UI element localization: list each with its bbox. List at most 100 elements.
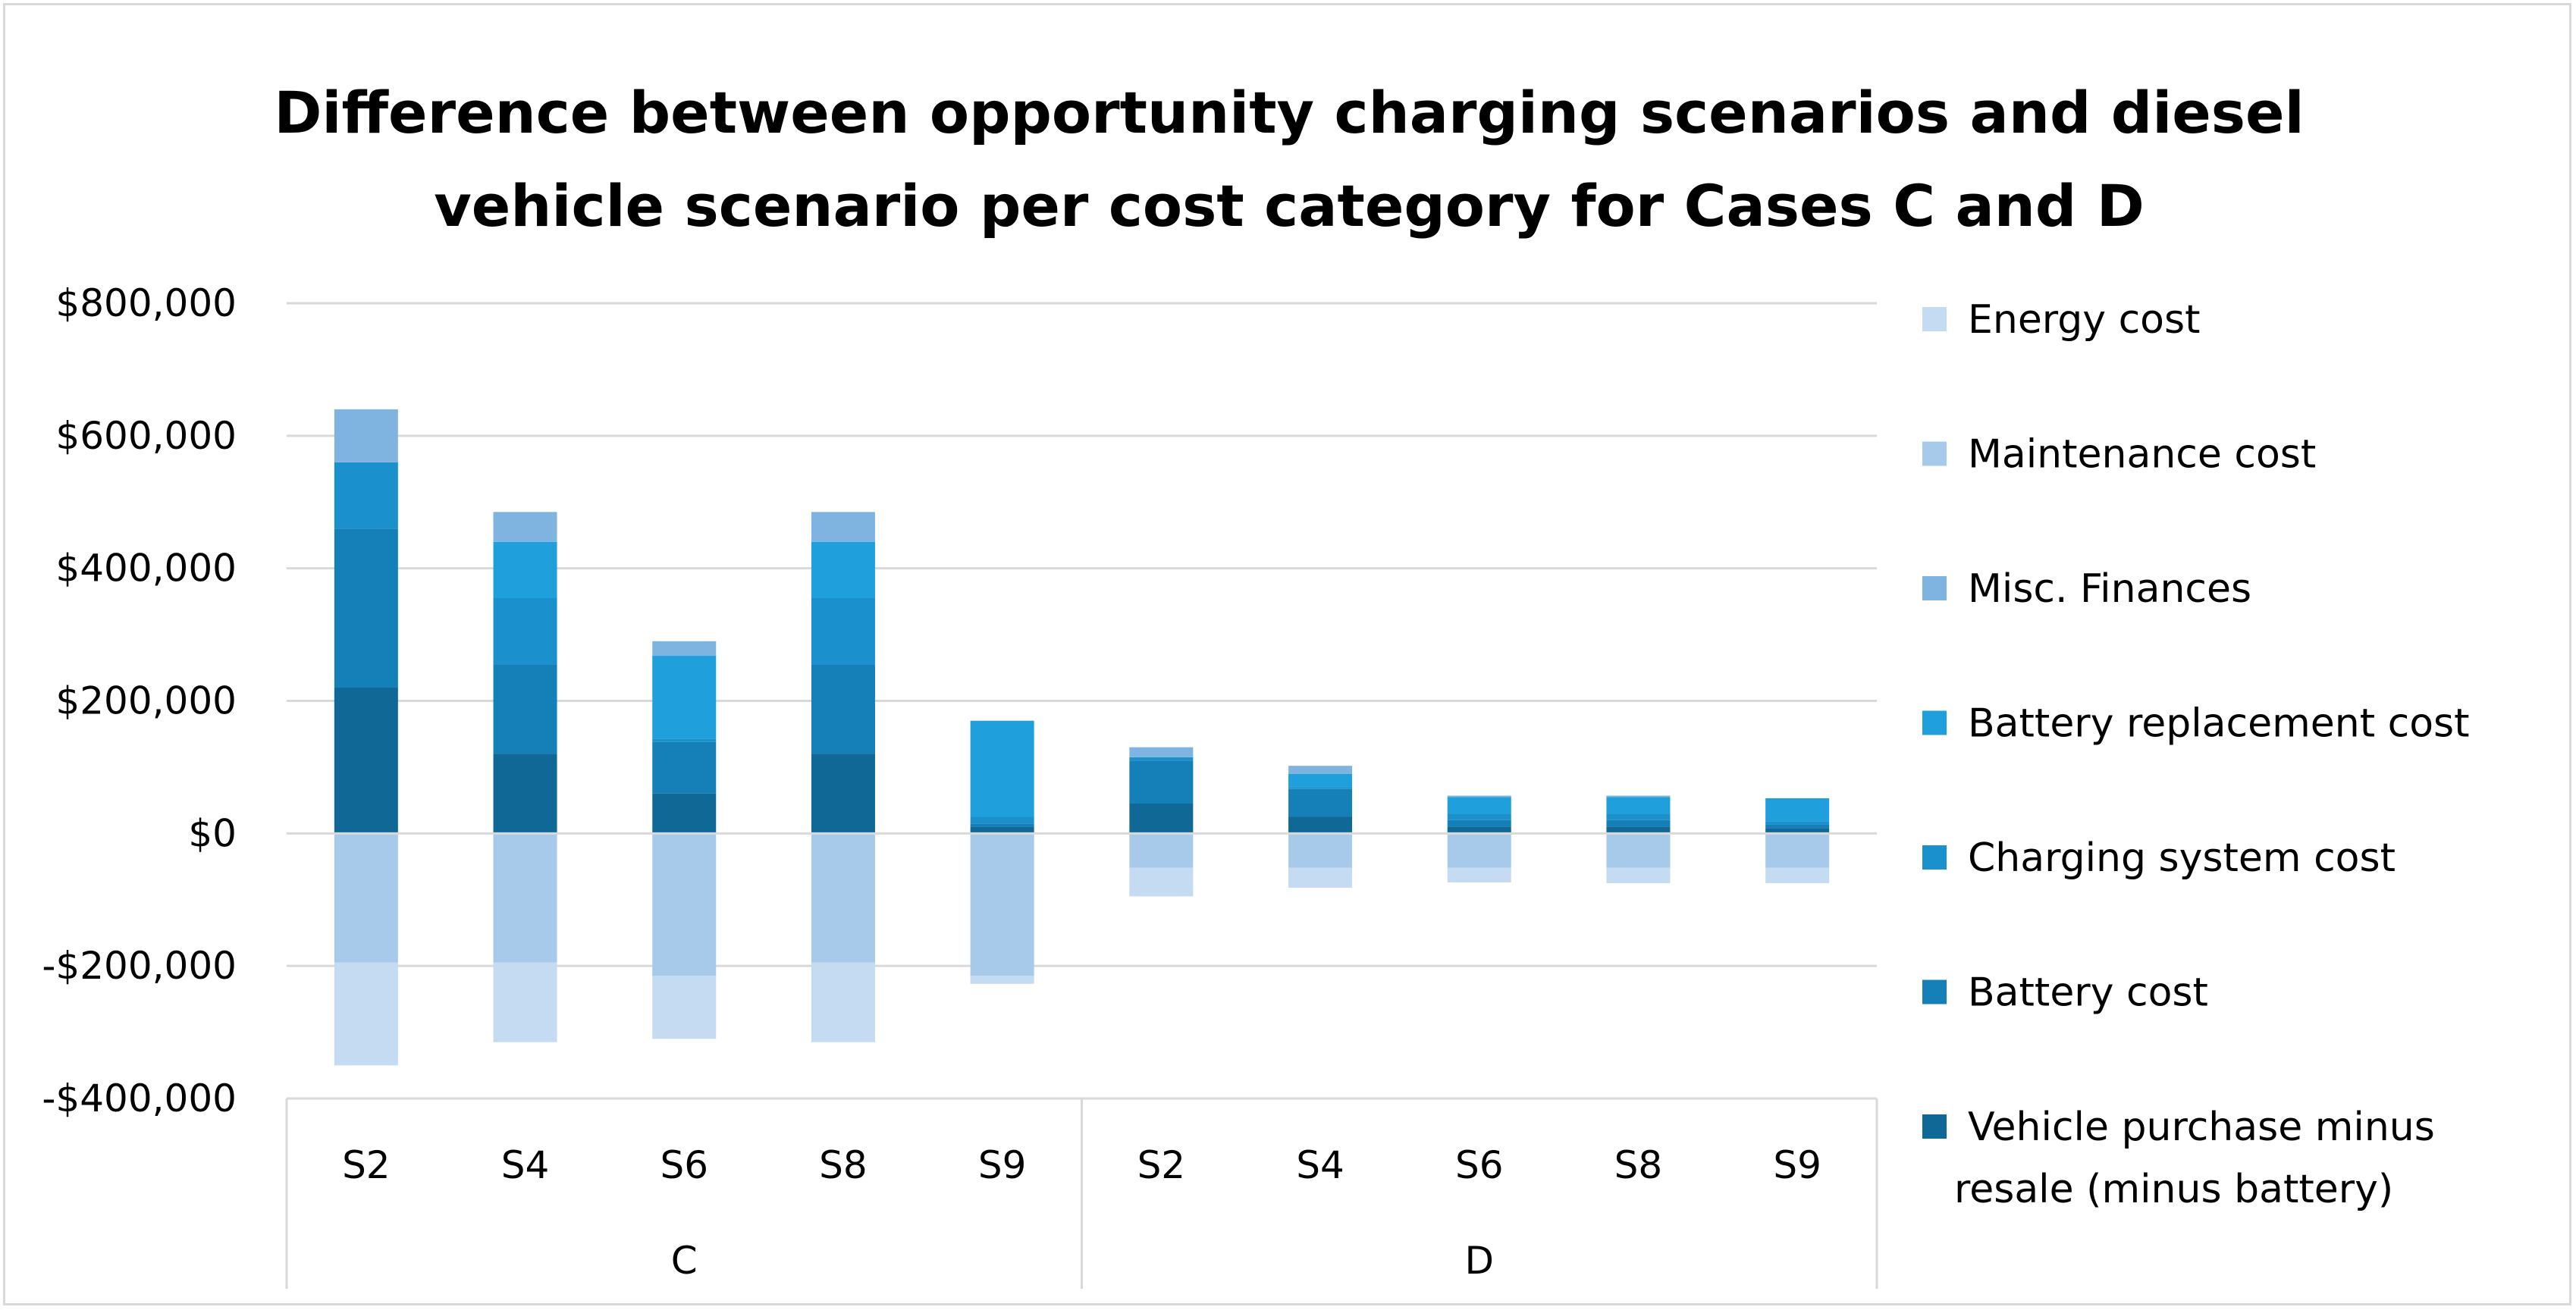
bar-segment xyxy=(334,528,398,688)
bar-segment xyxy=(1288,816,1353,834)
bar-segment xyxy=(1129,803,1194,834)
x-tick-label: S8 xyxy=(1614,1143,1663,1187)
bar-segment xyxy=(1129,747,1194,757)
chart-frame xyxy=(3,3,2571,1305)
legend-label: Battery replacement cost xyxy=(1968,701,2470,747)
bar-segment xyxy=(1288,867,1353,888)
bar-segment xyxy=(1606,813,1671,820)
legend-label: Vehicle purchase minus xyxy=(1968,1105,2435,1150)
bar-segment xyxy=(970,826,1034,834)
bar-segment xyxy=(811,598,875,665)
bar-segment xyxy=(1765,798,1830,822)
bar-segment xyxy=(1288,833,1353,868)
legend-swatch xyxy=(1922,576,1947,600)
bar-segment xyxy=(1129,867,1194,897)
legend-swatch xyxy=(1922,979,1947,1004)
y-tick-label: $200,000 xyxy=(55,679,237,723)
bar-segment xyxy=(1129,833,1194,868)
legend: Energy cost Maintenance cost Misc. Finance… xyxy=(1922,297,2470,1212)
bar-segment xyxy=(1288,787,1353,789)
bar-segment xyxy=(970,976,1034,984)
bar-segment xyxy=(334,962,398,1066)
bar-segment xyxy=(1606,833,1671,868)
bar-segment xyxy=(970,833,1034,976)
bar-segment xyxy=(1288,773,1353,788)
bar-segment xyxy=(1447,826,1511,834)
bar-segment xyxy=(970,816,1034,824)
x-tick-label: S9 xyxy=(978,1143,1027,1187)
bars xyxy=(334,409,1830,1066)
bar-segment xyxy=(1288,788,1353,817)
bar-segment xyxy=(334,688,398,834)
bar-segment xyxy=(652,738,717,742)
bar-segment xyxy=(1606,826,1671,834)
legend-swatch xyxy=(1922,710,1947,735)
bar-segment xyxy=(652,833,717,976)
legend-swatch xyxy=(1922,1114,1947,1139)
x-tick-label: S2 xyxy=(342,1143,391,1187)
bar-segment xyxy=(1606,820,1671,827)
legend-label: resale (minus battery) xyxy=(1954,1167,2393,1212)
bar-segment xyxy=(493,512,557,542)
bar-segment xyxy=(811,664,875,754)
x-group-label: D xyxy=(1464,1239,1494,1283)
bar-segment xyxy=(1447,833,1511,868)
x-group-label: C xyxy=(671,1239,698,1283)
x-tick-label: S4 xyxy=(1296,1143,1344,1187)
legend-label: Misc. Finances xyxy=(1968,566,2251,612)
y-tick-label: -$200,000 xyxy=(42,944,237,988)
bar-segment xyxy=(652,656,717,739)
bar-segment xyxy=(652,641,717,657)
legend-swatch xyxy=(1922,307,1947,331)
x-tick-label: S2 xyxy=(1137,1143,1186,1187)
bar-segment xyxy=(493,754,557,834)
bar-segment xyxy=(493,962,557,1042)
bar-segment xyxy=(334,409,398,462)
bar-segment xyxy=(1606,795,1671,798)
bar-segment xyxy=(493,833,557,963)
bar-segment xyxy=(652,793,717,834)
y-tick-label: $800,000 xyxy=(55,281,237,325)
y-tick-label: $0 xyxy=(188,811,237,855)
bar-segment xyxy=(334,462,398,529)
legend-label: Battery cost xyxy=(1968,970,2208,1016)
bar-segment xyxy=(1765,867,1830,883)
legend-label: Charging system cost xyxy=(1968,835,2396,881)
bar-segment xyxy=(1447,797,1511,814)
x-axis: S2 S4 S6 S8 S9 C S2 S4 S6 S8 S9 D xyxy=(285,1098,1878,1289)
bar-segment xyxy=(1129,757,1194,761)
legend-swatch xyxy=(1922,441,1947,466)
y-axis: $800,000 $600,000 $400,000 $200,000 $0 -$200,… xyxy=(42,281,237,1120)
bar-segment xyxy=(1447,813,1511,820)
legend-label: Maintenance cost xyxy=(1968,432,2316,478)
y-tick-label: $600,000 xyxy=(55,414,237,458)
x-tick-label: S4 xyxy=(501,1143,550,1187)
bar-segment xyxy=(1447,795,1511,798)
legend-label: Energy cost xyxy=(1968,297,2200,343)
bar-segment xyxy=(811,512,875,542)
bar-segment xyxy=(493,598,557,665)
bar-segment xyxy=(1447,867,1511,883)
bar-segment xyxy=(970,720,1034,817)
bar-segment xyxy=(1606,867,1671,883)
bar-segment xyxy=(811,541,875,599)
bar-segment xyxy=(1765,833,1830,868)
bar-segment xyxy=(493,664,557,754)
x-tick-label: S6 xyxy=(1455,1143,1504,1187)
bar-segment xyxy=(1765,828,1830,834)
bar-segment xyxy=(811,962,875,1042)
x-tick-label: S8 xyxy=(819,1143,868,1187)
y-tick-label: $400,000 xyxy=(55,547,237,591)
x-tick-label: S9 xyxy=(1773,1143,1821,1187)
bar-segment xyxy=(811,833,875,963)
bar-segment xyxy=(652,976,717,1039)
chart-title-line-2: vehicle scenario per cost category for C… xyxy=(434,172,2145,240)
bar-segment xyxy=(493,541,557,599)
y-tick-label: -$400,000 xyxy=(42,1077,237,1120)
bar-segment xyxy=(1288,766,1353,774)
chart-title: Difference between opportunity charging … xyxy=(274,79,2304,240)
bar-segment xyxy=(1765,824,1830,829)
legend-swatch xyxy=(1922,845,1947,870)
bar-segment xyxy=(1129,760,1194,804)
